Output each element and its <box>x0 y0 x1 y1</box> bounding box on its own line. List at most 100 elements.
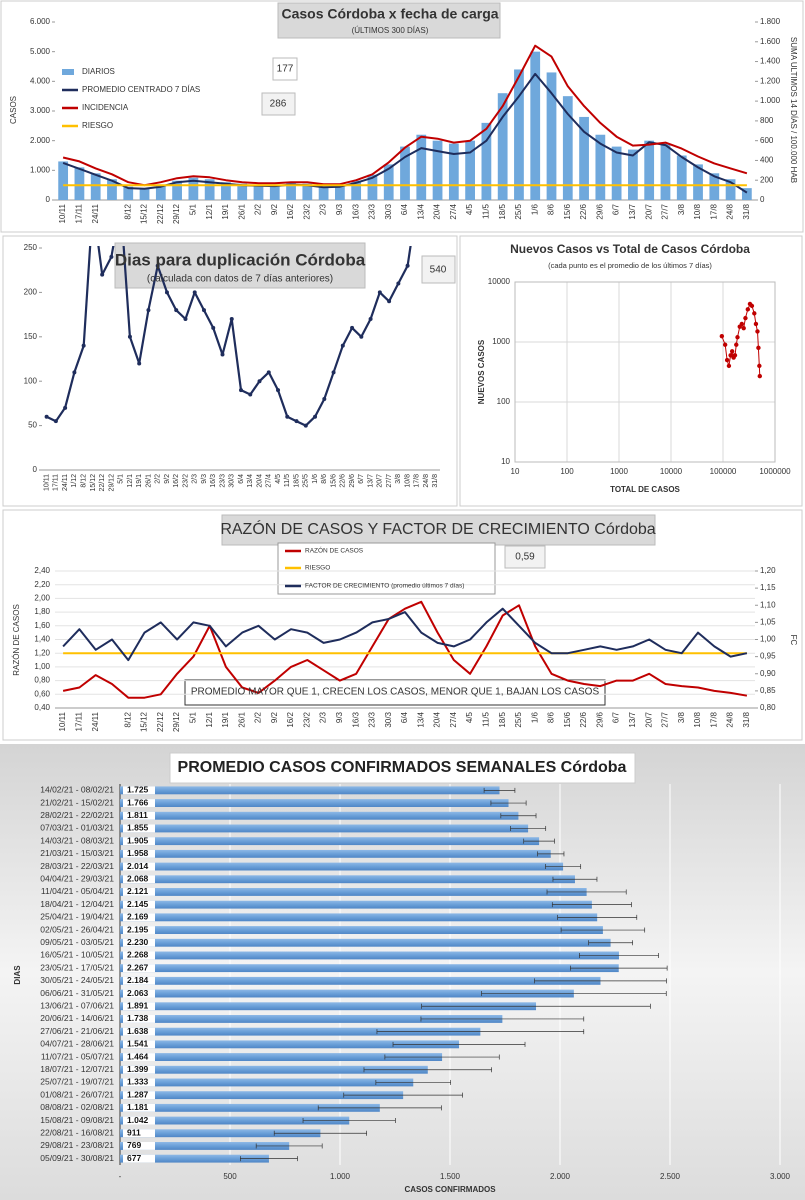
point <box>743 315 748 321</box>
point <box>726 363 732 369</box>
value-label: 1.541 <box>127 1039 149 1049</box>
x-tick-label: 100000 <box>710 467 737 476</box>
bar <box>660 143 671 200</box>
x-tick-label: 6/7 <box>612 203 621 215</box>
value-label: 2.121 <box>127 886 149 896</box>
legend-label: INCIDENCIA <box>82 103 129 112</box>
bar <box>432 140 443 200</box>
value-label: 2.184 <box>127 975 149 985</box>
bar <box>120 1129 321 1138</box>
value-label-box <box>123 786 155 795</box>
legend-label: PROMEDIO CENTRADO 7 DÍAS <box>82 85 200 94</box>
bar <box>383 164 394 200</box>
value-label-box <box>123 951 155 960</box>
x-tick-label: 4/5 <box>465 203 474 215</box>
x-tick-label: 25/5 <box>303 474 310 488</box>
legend-label: FACTOR DE CRECIMIENTO (promedio últimos … <box>305 583 464 590</box>
y-tick-label: 10000 <box>488 277 511 286</box>
x-tick-label: 30/3 <box>229 474 236 488</box>
plot-border <box>514 281 776 463</box>
x-tick-label: 4/5 <box>275 474 282 484</box>
bar <box>139 188 150 200</box>
bar <box>120 888 587 896</box>
legend-label: RAZÓN DE CASOS <box>305 546 364 555</box>
value-label-box <box>123 1091 155 1100</box>
marker <box>72 370 77 375</box>
y-tick-label: 4.000 <box>30 76 51 85</box>
marker <box>239 388 243 393</box>
bar <box>120 976 601 985</box>
value-label: 1.905 <box>127 835 149 845</box>
chart-title: RAZÓN DE CASOS Y FACTOR DE CRECIMIENTO C… <box>220 519 655 538</box>
value-label: 2.145 <box>127 899 149 909</box>
x-tick-label: 31/8 <box>432 474 439 488</box>
bar <box>693 164 703 200</box>
marker <box>81 343 86 348</box>
y-tick-label: 1,40 <box>34 635 50 644</box>
y-tick-label: 28/03/21 - 22/03/21 <box>40 861 114 871</box>
y2-tick-label: 400 <box>760 156 774 165</box>
x-tick-label: 23/3 <box>219 474 226 488</box>
bar <box>120 1027 481 1036</box>
bar <box>351 180 362 200</box>
y-tick-label: 20/06/21 - 14/06/21 <box>40 1013 114 1023</box>
marker <box>100 272 105 277</box>
y-tick-label: 18/07/21 - 12/07/21 <box>40 1064 114 1074</box>
y-tick-label: 1,00 <box>34 662 50 671</box>
x-tick-label: 2.000 <box>550 1172 571 1181</box>
y-tick-label: 27/06/21 - 21/06/21 <box>40 1026 114 1036</box>
x-tick-label: 12/1 <box>205 203 214 219</box>
y2-tick-label: 1,05 <box>760 617 776 626</box>
x-tick-label: 27/4 <box>266 474 273 488</box>
x-tick-label: 15/6 <box>563 203 572 219</box>
annotation: 0,59 <box>515 552 535 563</box>
x-tick-label: 18/5 <box>498 203 507 219</box>
bar <box>448 143 459 200</box>
bar <box>120 786 500 795</box>
value-label-box <box>123 1015 155 1023</box>
x-tick-label: 16/3 <box>351 203 360 219</box>
bar <box>120 1154 269 1163</box>
x-tick-label: 5/1 <box>188 711 197 723</box>
bar <box>120 1116 350 1125</box>
marker <box>44 414 49 419</box>
y-tick-label: 14/02/21 - 08/02/21 <box>40 785 114 795</box>
bar <box>741 188 752 200</box>
bar <box>562 96 573 200</box>
point <box>755 329 760 334</box>
y-tick-label: 02/05/21 - 26/04/21 <box>40 924 114 934</box>
x-tick-label: 3/8 <box>395 474 402 484</box>
value-label-box <box>123 1142 155 1150</box>
bar <box>120 938 611 947</box>
title-box <box>169 752 636 784</box>
marker <box>229 317 234 322</box>
x-tick-label: 20/7 <box>644 203 653 219</box>
x-tick-label: 24/8 <box>726 711 735 727</box>
x-tick-label: 10/8 <box>693 203 702 219</box>
y-tick-label: 150 <box>24 332 38 341</box>
y-tick-label: 0,80 <box>34 676 50 685</box>
chart-title: Casos Córdoba x fecha de carga <box>281 6 498 22</box>
value-label-box <box>123 1116 155 1125</box>
bar <box>725 179 736 200</box>
y-tick-label: 1000 <box>492 337 510 346</box>
x-tick-label: 9/3 <box>335 203 344 215</box>
bar <box>120 1142 290 1150</box>
y-tick-label: 25/04/21 - 19/04/21 <box>40 912 114 922</box>
x-tick-label: 11/5 <box>482 711 491 727</box>
x-tick-label: 10/11 <box>58 203 67 223</box>
x-tick-label: 1/12 <box>71 474 78 488</box>
bar <box>481 122 492 200</box>
bar <box>204 179 215 200</box>
bar <box>221 182 231 200</box>
y-tick-label: 21/02/21 - 15/02/21 <box>40 797 114 807</box>
bar <box>120 900 592 909</box>
bar <box>644 140 655 200</box>
point <box>741 325 746 331</box>
x-tick-label: 26/1 <box>237 203 246 219</box>
x-tick-label: 20/4 <box>256 474 263 488</box>
y-tick-label: 6.000 <box>30 17 51 26</box>
y-tick-label: 100 <box>497 397 511 406</box>
x-tick-label: 17/11 <box>53 474 60 491</box>
value-label-box <box>123 900 155 909</box>
